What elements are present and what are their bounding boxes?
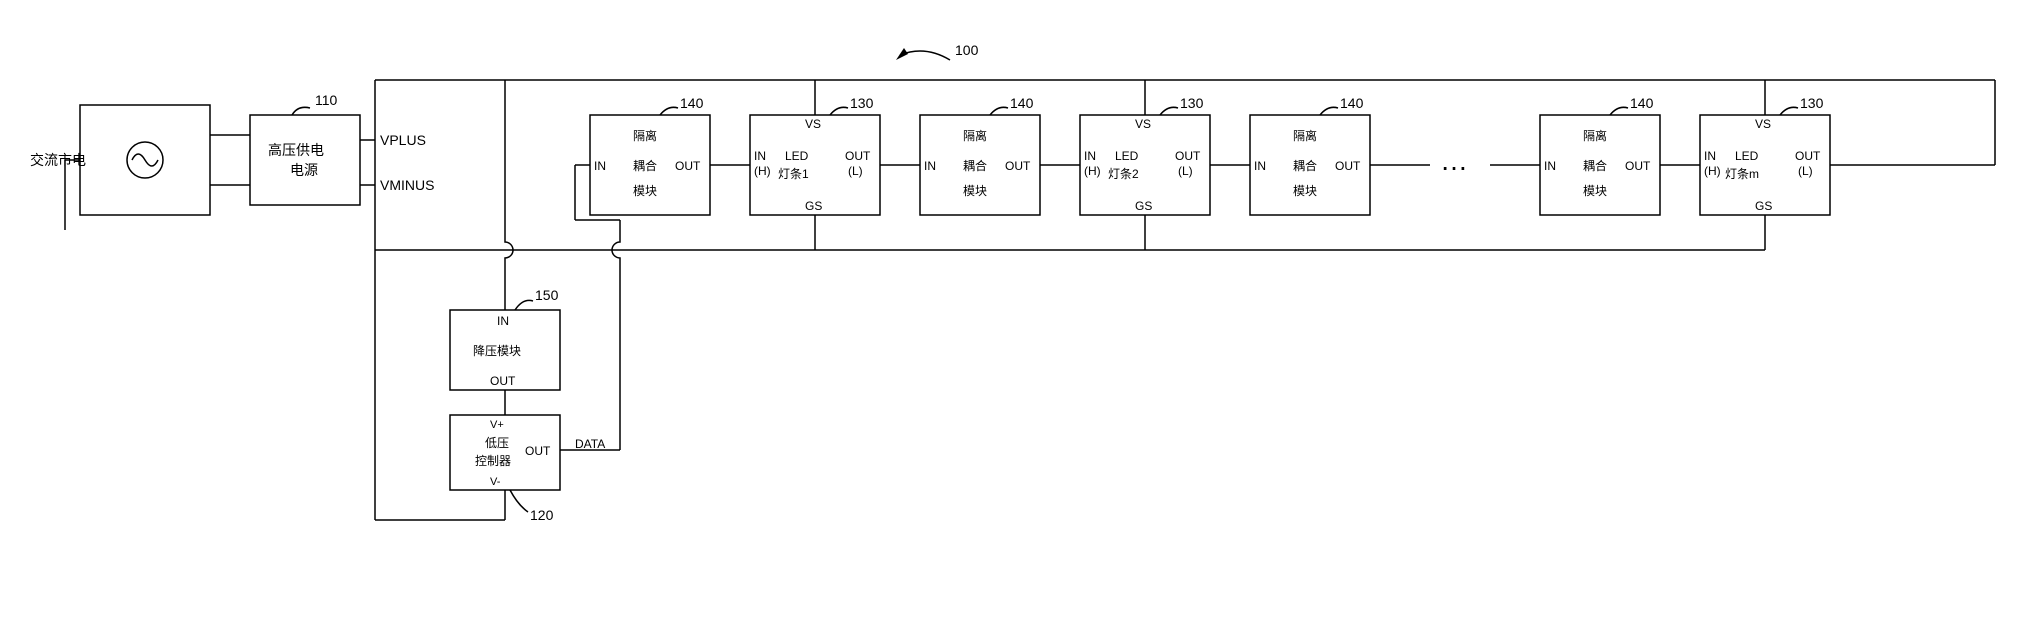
iso-module-1: 隔离 IN 耦合 OUT 模块 140 — [590, 95, 710, 215]
svg-text:隔离: 隔离 — [963, 128, 987, 143]
svg-text:140: 140 — [1010, 95, 1034, 111]
svg-text:模块: 模块 — [1293, 184, 1317, 198]
hv-ref: 110 — [315, 92, 338, 108]
svg-text:GS: GS — [1135, 199, 1152, 213]
iso-module-n: 隔离 IN 耦合 OUT 模块 140 — [1540, 95, 1660, 215]
svg-text:V-: V- — [490, 476, 501, 488]
svg-text:IN: IN — [1084, 149, 1096, 163]
svg-text:IN: IN — [497, 314, 509, 328]
block-diagram: 100 交流市电 高压供电 电源 110 VPLUS VMINUS 隔离 IN — [20, 20, 2024, 616]
svg-text:IN: IN — [924, 159, 936, 173]
svg-text:130: 130 — [1800, 95, 1824, 111]
data-label: DATA — [575, 437, 605, 451]
svg-text:隔离: 隔离 — [1293, 128, 1317, 143]
svg-text:耦合: 耦合 — [1583, 158, 1607, 173]
svg-text:(H): (H) — [1084, 164, 1101, 178]
svg-text:LED: LED — [1115, 149, 1139, 163]
buck-ref: 150 — [535, 287, 559, 303]
svg-text:OUT: OUT — [490, 374, 516, 388]
ellipsis: … — [1440, 145, 1468, 176]
svg-text:(L): (L) — [1178, 164, 1193, 178]
iso-module-3: 隔离 IN 耦合 OUT 模块 140 — [1250, 95, 1370, 215]
svg-text:GS: GS — [1755, 199, 1772, 213]
svg-text:VS: VS — [1135, 117, 1151, 131]
svg-text:耦合: 耦合 — [963, 158, 987, 173]
svg-text:OUT: OUT — [675, 159, 701, 173]
ref-100: 100 — [896, 42, 979, 60]
svg-text:OUT: OUT — [1335, 159, 1361, 173]
svg-text:OUT: OUT — [1005, 159, 1031, 173]
svg-text:灯条1: 灯条1 — [778, 167, 809, 181]
svg-text:OUT: OUT — [1625, 159, 1651, 173]
svg-text:140: 140 — [1340, 95, 1364, 111]
svg-text:LED: LED — [785, 149, 809, 163]
svg-text:模块: 模块 — [633, 184, 657, 198]
svg-text:OUT: OUT — [845, 149, 871, 163]
svg-text:隔离: 隔离 — [633, 128, 657, 143]
svg-text:(L): (L) — [1798, 164, 1813, 178]
svg-text:(L): (L) — [848, 164, 863, 178]
svg-text:(H): (H) — [754, 164, 771, 178]
hv-supply: 高压供电 电源 110 — [250, 92, 360, 205]
svg-text:降压模块: 降压模块 — [473, 344, 521, 358]
hv-l1: 高压供电 — [268, 142, 324, 158]
svg-text:VS: VS — [805, 117, 821, 131]
svg-text:GS: GS — [805, 199, 822, 213]
svg-text:低压: 低压 — [485, 436, 509, 450]
vminus-label: VMINUS — [380, 177, 434, 193]
svg-text:IN: IN — [1704, 149, 1716, 163]
svg-text:IN: IN — [1254, 159, 1266, 173]
vplus-label: VPLUS — [380, 132, 426, 148]
svg-text:耦合: 耦合 — [633, 158, 657, 173]
ref-100-label: 100 — [955, 42, 979, 58]
hv-l2: 电源 — [290, 162, 318, 178]
led1-ref: 130 — [850, 95, 874, 111]
svg-text:控制器: 控制器 — [475, 454, 511, 468]
iso-module-2: 隔离 IN 耦合 OUT 模块 140 — [920, 95, 1040, 215]
iso1-ref: 140 — [680, 95, 704, 111]
svg-text:(H): (H) — [1704, 164, 1721, 178]
svg-text:OUT: OUT — [1795, 149, 1821, 163]
svg-text:OUT: OUT — [525, 444, 551, 458]
svg-text:模块: 模块 — [963, 184, 987, 198]
svg-text:IN: IN — [594, 159, 606, 173]
svg-text:130: 130 — [1180, 95, 1204, 111]
svg-text:IN: IN — [1544, 159, 1556, 173]
svg-text:耦合: 耦合 — [1293, 158, 1317, 173]
svg-text:灯条2: 灯条2 — [1108, 167, 1139, 181]
svg-text:OUT: OUT — [1175, 149, 1201, 163]
svg-text:隔离: 隔离 — [1583, 128, 1607, 143]
svg-text:VS: VS — [1755, 117, 1771, 131]
svg-text:LED: LED — [1735, 149, 1759, 163]
svg-text:模块: 模块 — [1583, 184, 1607, 198]
svg-text:灯条m: 灯条m — [1725, 167, 1759, 181]
svg-text:V+: V+ — [490, 419, 504, 431]
lv-ref: 120 — [530, 507, 554, 523]
svg-text:IN: IN — [754, 149, 766, 163]
svg-text:140: 140 — [1630, 95, 1654, 111]
ac-source: 交流市电 — [30, 105, 210, 230]
